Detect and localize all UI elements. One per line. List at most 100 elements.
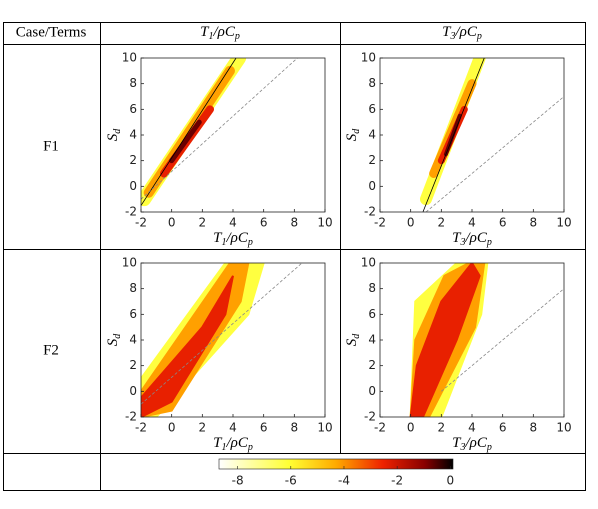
x-tick-label: 8 — [291, 216, 299, 230]
math-label: T3/ρCp — [452, 230, 492, 248]
plot-area — [409, 263, 564, 417]
label-text: T — [442, 24, 452, 40]
x-tick-label: 2 — [199, 216, 207, 230]
x-tick-label: -2 — [374, 421, 386, 435]
colorbar-tick-label: -6 — [285, 474, 297, 488]
math-label: T1/ρCp — [213, 230, 253, 248]
y-tick-label: 2 — [368, 358, 376, 372]
math-label: Sd — [344, 128, 362, 142]
subscript: d — [351, 128, 362, 134]
math-label: T3/ρCp — [452, 435, 492, 453]
y-tick-label: 2 — [129, 358, 137, 372]
x-tick-label: -2 — [135, 421, 147, 435]
subscript: p — [476, 31, 482, 42]
y-tick-label: 10 — [122, 256, 137, 270]
x-tick-label: 10 — [556, 216, 571, 230]
label-text: /ρC — [454, 24, 477, 40]
subscript: d — [112, 333, 123, 339]
label-text: T — [213, 230, 223, 246]
label-text: /ρC — [225, 435, 248, 451]
y-tick-label: 8 — [129, 76, 137, 90]
label-text: T — [452, 435, 462, 451]
y-tick-label: 8 — [368, 281, 376, 295]
reference-line — [141, 58, 298, 200]
y-tick-label: -2 — [125, 205, 137, 219]
label-text: /ρC — [464, 435, 487, 451]
label-text: /ρC — [464, 230, 487, 246]
x-tick-label: 8 — [530, 216, 538, 230]
subscript: 1 — [221, 237, 226, 248]
subscript: 3 — [459, 442, 465, 453]
y-tick-label: 10 — [122, 51, 137, 65]
x-tick-label: 0 — [407, 216, 415, 230]
subscript: p — [486, 442, 492, 453]
y-tick-label: -2 — [364, 205, 376, 219]
subscript: p — [486, 237, 492, 248]
x-tick-label: 6 — [260, 421, 268, 435]
axes-box — [140, 57, 326, 213]
y-tick-label: 0 — [129, 384, 137, 398]
y-tick-label: -2 — [125, 410, 137, 424]
y-tick-label: 6 — [129, 102, 137, 116]
y-tick-label: 6 — [368, 102, 376, 116]
math-label: Sd — [105, 333, 123, 347]
y-tick-label: 8 — [129, 281, 137, 295]
x-tick-label: 4 — [468, 216, 476, 230]
density-region — [141, 275, 234, 417]
subscript: d — [351, 333, 362, 339]
y-tick-label: -2 — [364, 410, 376, 424]
label-text: T — [452, 230, 462, 246]
label-text: S — [105, 338, 121, 346]
label-text: S — [344, 338, 360, 346]
subscript: 1 — [208, 31, 213, 42]
x-tick-label: 4 — [229, 216, 237, 230]
math-label: Sd — [344, 333, 362, 347]
case-label: F1 — [43, 138, 59, 154]
x-tick-label: 6 — [499, 216, 507, 230]
reference-line — [441, 288, 564, 392]
plot-area — [141, 58, 298, 207]
y-tick-label: 10 — [361, 51, 376, 65]
colorbar-tick-label: -8 — [232, 474, 244, 488]
colorbar-tick-label: -4 — [338, 474, 350, 488]
density-plot: -2 0 2 4 6 8 10 -2 0 2 4 6 8 10 — [122, 51, 333, 230]
y-tick-label: 6 — [129, 307, 137, 321]
math-label: T1/ρCp — [200, 24, 240, 42]
plot-area — [420, 58, 564, 212]
table-grid — [3, 22, 586, 491]
x-tick-label: 6 — [260, 216, 268, 230]
density-plot: -2 0 2 4 6 8 10 -2 0 2 4 6 8 10 — [361, 51, 572, 230]
label-text: /ρC — [225, 230, 248, 246]
subscript: d — [112, 128, 123, 134]
x-tick-label: 10 — [556, 421, 571, 435]
label-text: /ρC — [212, 24, 235, 40]
math-label: T1/ρCp — [213, 435, 253, 453]
math-label: T3/ρCp — [442, 24, 482, 42]
plot-area — [141, 263, 303, 417]
subscript: p — [247, 442, 253, 453]
y-tick-label: 0 — [368, 384, 376, 398]
y-tick-label: 10 — [361, 256, 376, 270]
subscript: 3 — [449, 31, 455, 42]
x-tick-label: 2 — [438, 216, 446, 230]
density-region — [409, 263, 481, 417]
y-tick-label: 0 — [368, 179, 376, 193]
y-tick-label: 4 — [129, 333, 137, 347]
y-tick-label: 2 — [129, 153, 137, 167]
label-text: T — [200, 24, 210, 40]
math-label: Sd — [105, 128, 123, 142]
subscript: 3 — [459, 237, 465, 248]
y-tick-label: 4 — [368, 333, 376, 347]
fit-line — [422, 58, 485, 212]
x-tick-label: 8 — [530, 421, 538, 435]
x-tick-label: 8 — [291, 421, 299, 435]
fit-line — [141, 58, 237, 206]
x-tick-label: 2 — [438, 421, 446, 435]
x-tick-label: 10 — [317, 216, 332, 230]
density-plot: -2 0 2 4 6 8 10 -2 0 2 4 6 8 10 — [122, 256, 333, 435]
subscript: p — [234, 31, 240, 42]
x-tick-label: -2 — [374, 216, 386, 230]
colorbar — [218, 458, 454, 470]
label-text: S — [344, 133, 360, 141]
